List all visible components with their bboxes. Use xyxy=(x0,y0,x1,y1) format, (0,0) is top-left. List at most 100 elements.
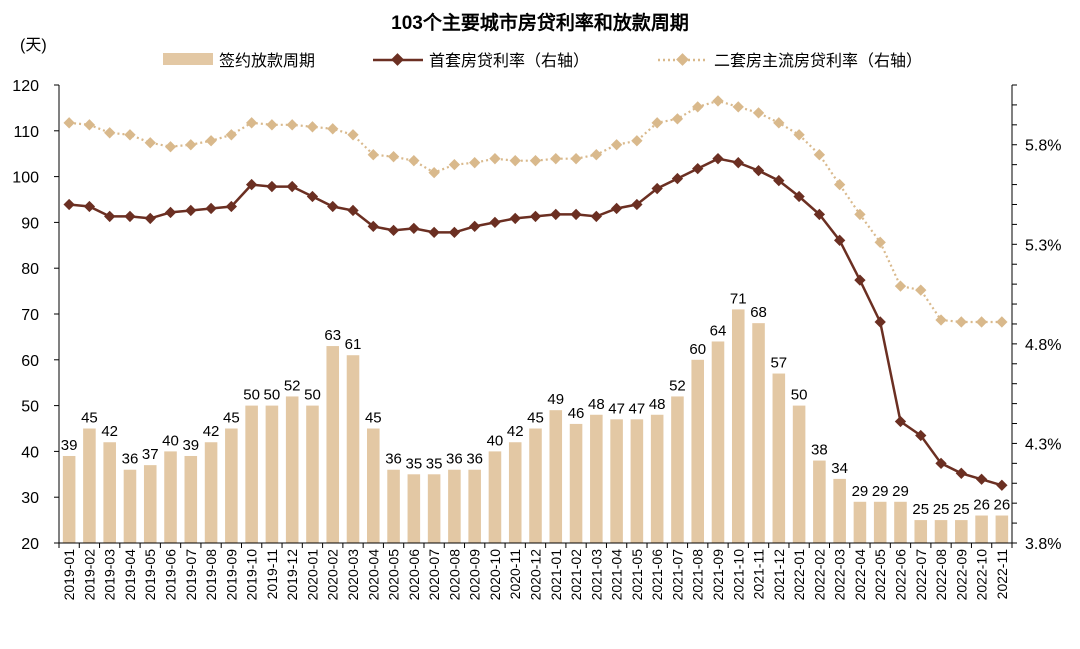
first-rate-point xyxy=(408,222,420,235)
bar-value-label: 40 xyxy=(487,432,504,449)
bar-value-label: 36 xyxy=(466,451,483,468)
bar xyxy=(934,520,948,543)
second-rate-point xyxy=(408,155,420,167)
bar xyxy=(995,515,1009,543)
left-tick-label: 20 xyxy=(21,536,39,553)
first-rate-point xyxy=(225,200,238,213)
legend-second-label: 二套房主流房贷利率（右轴） xyxy=(714,52,922,70)
bar xyxy=(265,405,279,543)
first-rate-point xyxy=(610,202,623,215)
second-rate-point xyxy=(955,316,967,328)
bar xyxy=(792,405,806,543)
first-rate-point xyxy=(894,415,907,428)
bar-value-label: 48 xyxy=(588,396,605,413)
first-rate-point xyxy=(185,204,197,217)
second-rate-point xyxy=(752,107,765,119)
x-tick-label: 2021-12 xyxy=(771,549,787,601)
first-rate-point xyxy=(975,473,988,485)
second-rate-point xyxy=(894,280,907,292)
second-rate-point xyxy=(63,117,75,129)
left-tick-label: 40 xyxy=(21,444,39,461)
first-rate-point xyxy=(529,210,542,223)
bar-series xyxy=(62,309,1009,543)
second-rate-point xyxy=(225,129,238,141)
bar-value-label: 29 xyxy=(852,483,869,500)
bar xyxy=(488,451,502,543)
x-tick-label: 2021-02 xyxy=(568,549,584,601)
bar xyxy=(306,405,319,543)
second-rate-point xyxy=(610,139,623,151)
bar-value-label: 42 xyxy=(203,423,220,440)
x-tick-label: 2022-10 xyxy=(974,549,990,601)
first-rate-point xyxy=(286,180,298,193)
first-rate-point xyxy=(935,457,947,470)
bar-value-label: 48 xyxy=(649,396,666,413)
bar-value-label: 36 xyxy=(122,451,139,468)
second-rate-point xyxy=(732,101,744,113)
first-rate-point xyxy=(83,200,96,213)
bar-value-label: 40 xyxy=(162,432,179,449)
x-tick-label: 2020-08 xyxy=(446,549,462,601)
legend-first-marker xyxy=(391,53,404,66)
bar xyxy=(62,455,76,543)
bar-value-label: 39 xyxy=(61,437,78,454)
first-rate-point xyxy=(245,178,258,191)
bar-value-label: 35 xyxy=(426,455,443,472)
second-rate-point xyxy=(590,149,602,161)
left-tick-label: 70 xyxy=(21,307,39,324)
first-rate-point xyxy=(955,467,967,479)
first-rate-point xyxy=(104,210,116,223)
second-rate-point xyxy=(387,151,400,163)
bar xyxy=(508,442,522,543)
bar xyxy=(225,428,238,543)
bar-value-label: 45 xyxy=(365,410,382,427)
bar xyxy=(367,428,380,543)
first-rate-point xyxy=(631,198,643,211)
second-rate-point xyxy=(631,135,643,147)
x-tick-label: 2020-11 xyxy=(507,549,523,600)
first-rate-series xyxy=(63,153,1008,491)
bar xyxy=(427,474,441,543)
second-rate-point xyxy=(793,129,805,141)
bar xyxy=(569,423,583,543)
first-rate-point xyxy=(854,274,866,286)
chart-title: 103个主要城市房贷利率和放款周期 xyxy=(391,11,689,34)
bar xyxy=(873,501,887,543)
second-rate-point xyxy=(448,158,461,171)
first-rate-point xyxy=(874,316,886,328)
second-rate-point xyxy=(773,117,785,129)
left-tick-label: 50 xyxy=(21,399,39,416)
second-rate-point xyxy=(306,121,319,133)
bar xyxy=(184,455,198,543)
bar-value-label: 36 xyxy=(385,451,402,468)
bar xyxy=(326,346,340,543)
left-tick-label: 110 xyxy=(13,124,39,141)
first-rate-point xyxy=(692,162,704,175)
second-rate-point xyxy=(144,137,156,149)
x-tick-label: 2019-12 xyxy=(284,549,300,601)
bar xyxy=(914,520,928,543)
bar xyxy=(610,419,623,543)
bar xyxy=(752,323,765,543)
bar-value-label: 71 xyxy=(730,290,747,307)
second-rate-point xyxy=(185,139,197,151)
second-rate-point xyxy=(874,236,886,248)
bar xyxy=(731,309,745,543)
legend-bar-label: 签约放款周期 xyxy=(219,52,315,70)
first-rate-point xyxy=(915,429,927,442)
x-tick-label: 2021-08 xyxy=(690,549,706,601)
second-rate-point xyxy=(550,153,562,165)
bar xyxy=(772,373,786,543)
first-rate-point xyxy=(671,172,684,185)
bar xyxy=(285,396,299,543)
bar xyxy=(894,501,907,543)
bar-value-label: 46 xyxy=(568,405,585,422)
x-tick-label: 2022-03 xyxy=(832,549,848,601)
bar-value-label: 57 xyxy=(770,355,787,372)
x-tick-label: 2021-05 xyxy=(629,549,645,601)
second-rate-line xyxy=(68,99,1002,324)
bar-value-label: 45 xyxy=(81,410,98,427)
first-rate-point xyxy=(590,210,602,223)
second-rate-point xyxy=(367,149,379,161)
bar-value-label: 26 xyxy=(973,497,990,514)
